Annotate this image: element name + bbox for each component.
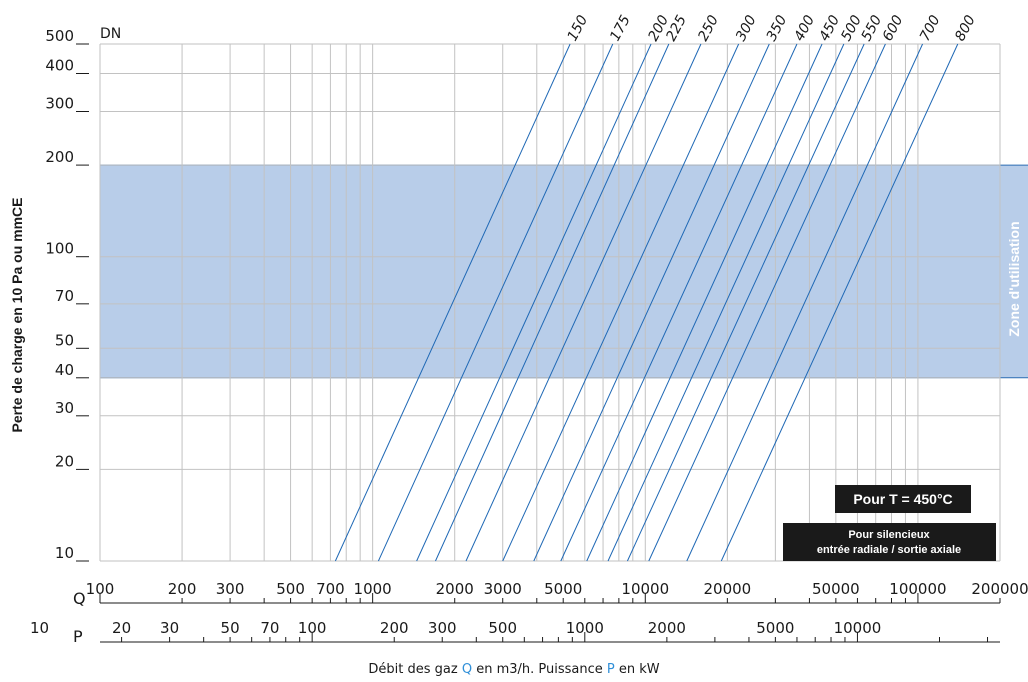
p-tick-label: 10000 bbox=[834, 619, 882, 637]
usage-zone bbox=[100, 165, 1028, 378]
dn-line-175 bbox=[377, 43, 614, 562]
silencer-note-line2: entrée radiale / sortie axiale bbox=[817, 544, 961, 556]
dn-line-250 bbox=[465, 43, 702, 562]
p-tick-label: 30 bbox=[160, 619, 179, 637]
dn-line-800 bbox=[720, 43, 959, 562]
temperature-note: Pour T = 450°C bbox=[853, 491, 952, 507]
p-tick-label: 200 bbox=[380, 619, 409, 637]
dn-line-400 bbox=[560, 43, 798, 562]
dn-line-200 bbox=[416, 43, 652, 562]
p-tick-label: 100 bbox=[298, 619, 327, 637]
caption-p: P bbox=[606, 662, 615, 677]
q-tick-label: 5000 bbox=[544, 580, 582, 598]
dn-label-700: 700 bbox=[917, 13, 944, 44]
p-tick-label: 2000 bbox=[648, 619, 686, 637]
caption-q: Q bbox=[461, 662, 473, 677]
q-axis-name: Q bbox=[73, 589, 86, 608]
p-tick-label: 50 bbox=[221, 619, 240, 637]
y-tick-label: 500 bbox=[45, 27, 74, 45]
caption-part3: en kW bbox=[614, 662, 660, 677]
dn-label: DN bbox=[100, 26, 121, 42]
dn-label-600: 600 bbox=[880, 13, 907, 44]
dn-label-450: 450 bbox=[816, 13, 843, 44]
q-tick-label: 500 bbox=[276, 580, 305, 598]
p-axis-name: P bbox=[73, 627, 83, 646]
q-tick-label: 200000 bbox=[971, 580, 1028, 598]
q-tick-label: 50000 bbox=[812, 580, 860, 598]
p-tick-label: 500 bbox=[488, 619, 517, 637]
zone-label: Zone d'utilisation bbox=[1006, 221, 1022, 336]
dn-line-700 bbox=[686, 43, 924, 562]
dn-label-150: 150 bbox=[565, 13, 592, 44]
x-axis-caption: Débit des gaz Q en m3/h. Puissance P en … bbox=[0, 662, 1028, 677]
y-tick-label: 30 bbox=[55, 399, 74, 417]
dn-line-450 bbox=[586, 43, 823, 562]
y-axis-label: Perte de charge en 10 Pa ou mmCE bbox=[9, 198, 25, 433]
dn-line-550 bbox=[626, 43, 865, 562]
q-axis-layer: 100 200 300 500 700 1000 2000 3000 5000 10000 2000… bbox=[86, 580, 1028, 604]
caption-part2: en m3/h. Puissance bbox=[472, 662, 607, 677]
dn-line-225 bbox=[435, 43, 670, 562]
q-tick-label: 10000 bbox=[621, 580, 669, 598]
silencer-box bbox=[783, 523, 996, 561]
dn-line-600 bbox=[648, 43, 886, 562]
dn-line-300 bbox=[502, 43, 740, 562]
y-tick-layer: 10 20 30 40 50 70 100 200 300 400 500 bbox=[45, 27, 89, 562]
q-tick-label: 3000 bbox=[484, 580, 522, 598]
silencer-note-line1: Pour silencieux bbox=[848, 529, 930, 541]
p-tick-label: 70 bbox=[260, 619, 279, 637]
y-tick-label: 400 bbox=[45, 56, 74, 74]
zone-layer bbox=[100, 164, 1028, 379]
temperature-box bbox=[835, 485, 971, 513]
dn-line-350 bbox=[533, 43, 770, 562]
dn-label-250: 250 bbox=[695, 13, 722, 44]
y-tick-label: 50 bbox=[55, 331, 74, 349]
y-tick-label: 300 bbox=[45, 95, 74, 113]
q-tick-label: 20000 bbox=[703, 580, 751, 598]
p-tick-label: 5000 bbox=[756, 619, 794, 637]
y-tick-label: 200 bbox=[45, 148, 74, 166]
dn-line-150 bbox=[334, 43, 571, 562]
q-tick-label: 2000 bbox=[436, 580, 474, 598]
dn-label-300: 300 bbox=[733, 13, 760, 44]
y-tick-label: 40 bbox=[55, 361, 74, 379]
p-tick-label: 20 bbox=[112, 619, 131, 637]
dn-label-500: 500 bbox=[838, 13, 865, 44]
y-tick-label: 70 bbox=[55, 287, 74, 305]
q-tick-label: 300 bbox=[216, 580, 245, 598]
q-tick-label: 1000 bbox=[354, 580, 392, 598]
q-tick-label: 100 bbox=[86, 580, 115, 598]
p-tick-label: 10 bbox=[30, 619, 49, 637]
dn-label-225: 225 bbox=[663, 13, 690, 44]
dn-label-175: 175 bbox=[607, 13, 634, 44]
y-tick-label: 20 bbox=[55, 452, 74, 470]
p-tick-label: 300 bbox=[428, 619, 457, 637]
y-tick-label: 10 bbox=[55, 544, 74, 562]
dn-label-350: 350 bbox=[764, 13, 791, 44]
p-tick-label: 1000 bbox=[566, 619, 604, 637]
dn-label-550: 550 bbox=[859, 13, 886, 44]
q-tick-label: 700 bbox=[316, 580, 345, 598]
q-tick-label: 200 bbox=[168, 580, 197, 598]
y-tick-label: 100 bbox=[45, 240, 74, 258]
caption-part1: Débit des gaz bbox=[368, 662, 462, 677]
dn-label-800: 800 bbox=[952, 13, 979, 44]
p-axis-layer: 10 20 30 50 70 100 200 300 500 1000 2000 5000 10000 bbox=[30, 619, 1000, 643]
q-tick-label: 100000 bbox=[889, 580, 946, 598]
grid-layer bbox=[99, 43, 1001, 562]
dn-line-500 bbox=[607, 43, 845, 562]
dn-label-400: 400 bbox=[791, 13, 818, 44]
